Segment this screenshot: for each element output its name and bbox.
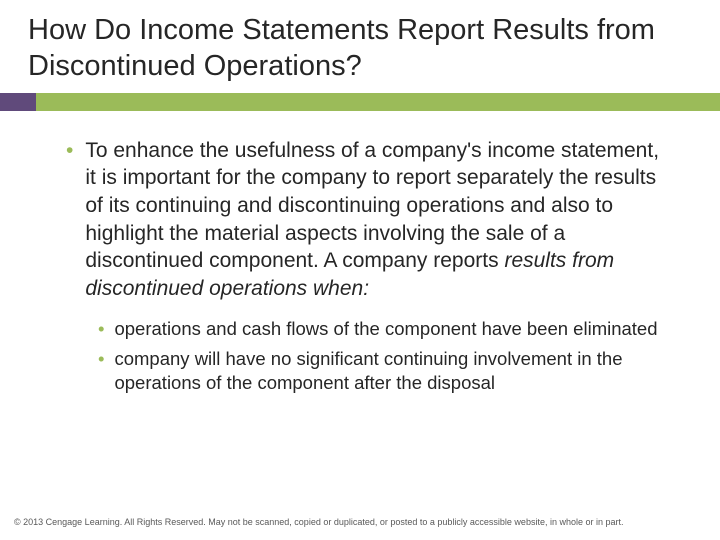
accent-purple-segment — [0, 93, 36, 111]
slide-title: How Do Income Statements Report Results … — [28, 12, 692, 85]
accent-green-segment — [36, 93, 720, 111]
sub-bullet: • operations and cash flows of the compo… — [98, 317, 674, 341]
bullet-dot-icon: • — [98, 317, 104, 341]
main-bullet: • To enhance the usefulness of a company… — [66, 137, 674, 303]
slide-title-block: How Do Income Statements Report Results … — [0, 0, 720, 93]
slide-content: • To enhance the usefulness of a company… — [0, 111, 720, 411]
bullet-dot-icon: • — [66, 137, 73, 303]
bullet-dot-icon: • — [98, 347, 104, 394]
sub-bullet-text: operations and cash flows of the compone… — [114, 317, 657, 341]
copyright-footer: © 2013 Cengage Learning. All Rights Rese… — [14, 517, 706, 528]
sub-bullet: • company will have no significant conti… — [98, 347, 674, 394]
accent-bar — [0, 93, 720, 111]
sub-bullet-text: company will have no significant continu… — [114, 347, 674, 394]
main-bullet-text: To enhance the usefulness of a company's… — [85, 137, 674, 303]
sub-bullet-list: • operations and cash flows of the compo… — [66, 317, 674, 394]
